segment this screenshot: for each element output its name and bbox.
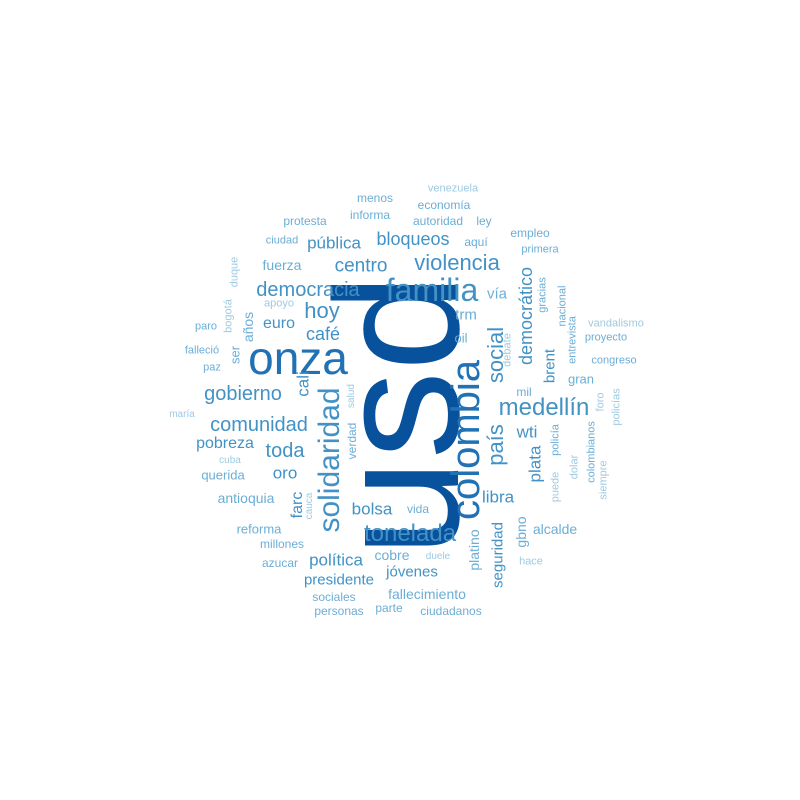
word: política xyxy=(309,550,363,570)
word: gran xyxy=(567,371,595,387)
word: reforma xyxy=(236,521,282,537)
word: siempre xyxy=(597,460,610,500)
word: bogotá xyxy=(222,299,235,333)
word: paro xyxy=(194,320,218,333)
word: mil xyxy=(516,385,532,399)
word: plata xyxy=(525,445,545,483)
word: alcalde xyxy=(532,521,578,537)
word: violencia xyxy=(414,250,500,275)
word: duele xyxy=(425,551,451,562)
word: dolar xyxy=(568,454,581,480)
word: maría xyxy=(169,409,195,420)
word: cauca xyxy=(304,492,315,520)
word: querida xyxy=(201,467,245,483)
word: solidaridad xyxy=(313,387,346,533)
word: entrevista xyxy=(566,316,579,364)
word: trm xyxy=(455,306,477,324)
word: protesta xyxy=(283,214,327,228)
word: cuba xyxy=(219,455,241,466)
word: empleo xyxy=(510,226,550,240)
word: cobre xyxy=(374,547,410,563)
word: ciudad xyxy=(265,234,299,247)
word: wti xyxy=(516,422,538,442)
word: verdad xyxy=(345,422,359,460)
word: apoyo xyxy=(264,297,294,310)
word: ley xyxy=(476,214,492,228)
word: salud xyxy=(346,384,357,408)
word: pobreza xyxy=(196,435,254,452)
word: proyecto xyxy=(584,331,628,344)
word: jóvenes xyxy=(386,563,438,581)
word: antioquia xyxy=(217,490,275,506)
word: colombianos xyxy=(585,421,598,483)
word: foro xyxy=(594,392,607,412)
word: euro xyxy=(262,315,296,332)
word: fallecimiento xyxy=(388,586,466,602)
word: venezuela xyxy=(427,182,479,195)
word: sociales xyxy=(312,590,356,604)
word: personas xyxy=(314,604,364,618)
word: toda xyxy=(265,440,305,462)
word: democracia xyxy=(256,279,360,301)
word: país xyxy=(483,424,508,466)
word: congreso xyxy=(591,354,637,367)
word: centro xyxy=(334,255,388,277)
word: onza xyxy=(248,332,348,384)
word: falleció xyxy=(184,344,220,357)
word: vida xyxy=(406,502,430,516)
word: libra xyxy=(481,487,515,507)
word: duque xyxy=(228,256,241,288)
word: parte xyxy=(375,601,403,615)
word: medellín xyxy=(498,394,590,421)
word: primera xyxy=(521,243,559,256)
word: seguridad xyxy=(489,522,507,588)
word: gbno xyxy=(513,516,529,548)
word: oil xyxy=(454,330,468,346)
word: fuerza xyxy=(262,257,302,273)
word: millones xyxy=(259,537,305,551)
word: democrático xyxy=(516,266,536,366)
word: economía xyxy=(417,198,471,212)
word: policías xyxy=(610,388,623,426)
word: café xyxy=(305,324,341,344)
word: azucar xyxy=(261,556,299,570)
word: puede xyxy=(549,471,562,503)
word: menos xyxy=(356,191,394,205)
word: vandalismo xyxy=(588,317,644,330)
word: colombia xyxy=(444,359,488,521)
word: comunidad xyxy=(210,414,308,436)
word: aquí xyxy=(464,235,488,249)
word: platino xyxy=(466,529,482,571)
word: años xyxy=(240,311,256,343)
word: policía xyxy=(549,424,562,456)
word: gracias xyxy=(536,277,549,313)
word: brent xyxy=(541,348,559,384)
word: oro xyxy=(272,463,298,483)
word: ser xyxy=(227,345,243,365)
word: bolsa xyxy=(351,499,393,519)
word: bloqueos xyxy=(376,229,450,249)
word: cali xyxy=(293,371,313,397)
word: paz xyxy=(203,361,221,374)
word: ciudadanos xyxy=(420,604,482,618)
word: vía xyxy=(486,285,508,303)
word: informa xyxy=(349,208,391,222)
word: tonelada xyxy=(363,520,457,547)
word: pública xyxy=(307,233,361,253)
word: presidente xyxy=(303,571,375,589)
word: debate xyxy=(501,333,514,367)
word: hoy xyxy=(304,298,340,323)
word: autoridad xyxy=(412,214,464,228)
word: gobierno xyxy=(204,383,282,405)
word: hace xyxy=(519,555,543,568)
word: familia xyxy=(385,272,479,308)
